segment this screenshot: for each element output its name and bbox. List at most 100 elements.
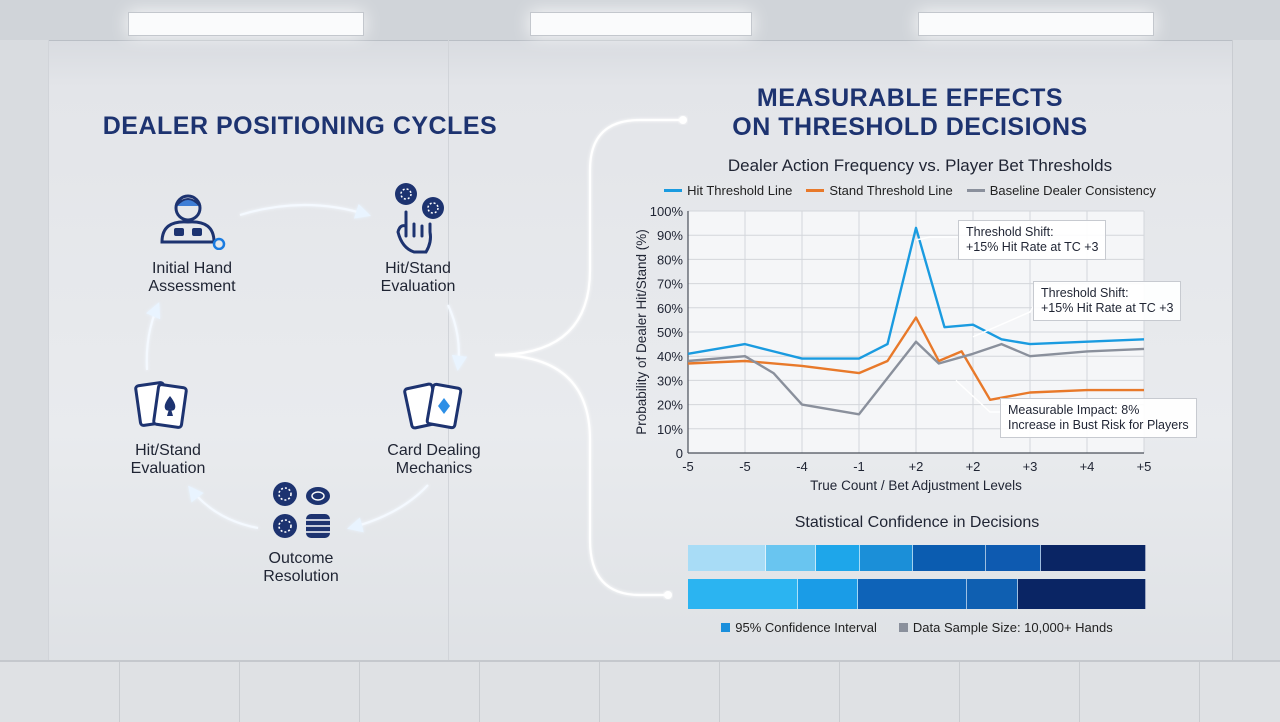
confidence-legend: 95% Confidence Interval Data Sample Size…	[688, 620, 1146, 635]
y-tick-label: 0	[676, 446, 683, 461]
node-label-line: Resolution	[263, 568, 339, 585]
cards-spade-icon	[132, 378, 194, 441]
confidence-bar-2	[688, 579, 1146, 609]
confidence-legend-item: Data Sample Size: 10,000+ Hands	[898, 620, 1113, 635]
confidence-segment	[816, 545, 861, 571]
dealer-icon	[158, 186, 228, 255]
node-label-line: Mechanics	[395, 460, 473, 477]
ceiling-light	[530, 12, 752, 36]
node-hit-stand-evaluation-left: Hit/Stand Evaluation	[88, 442, 248, 478]
playing-cards-icon	[402, 380, 466, 441]
node-label-line: Assessment	[148, 278, 236, 295]
node-label-line: Outcome	[268, 550, 334, 567]
annotation-leader	[955, 379, 1000, 413]
node-outcome-resolution: Outcome Resolution	[221, 550, 381, 586]
confidence-title: Statistical Confidence in Decisions	[794, 514, 1040, 531]
y-tick-label: 90%	[657, 228, 683, 243]
y-tick-label: 100%	[650, 204, 684, 219]
confidence-legend-label: Data Sample Size: 10,000+ Hands	[912, 620, 1113, 635]
annotation-threshold-shift-2: Threshold Shift: +15% Hit Rate at TC +3	[1033, 281, 1182, 321]
y-tick-label: 50%	[657, 325, 683, 340]
x-tick-label: -5	[739, 459, 751, 474]
legend-item-hit: Hit Threshold Line	[664, 183, 792, 198]
cycle-arrow	[347, 484, 429, 533]
annotation-leader	[972, 295, 1041, 338]
node-label-line: Hit/Stand	[385, 260, 451, 277]
legend-item-stand: Stand Threshold Line	[806, 183, 953, 198]
wall-panel	[0, 40, 49, 660]
cycle-arrow	[145, 302, 161, 371]
node-label-line: Evaluation	[380, 278, 456, 295]
x-tick-label: +3	[1023, 459, 1038, 474]
legend-swatch-hit	[664, 189, 683, 192]
confidence-segment	[860, 545, 913, 571]
x-axis-label: True Count / Bet Adjustment Levels	[810, 478, 1022, 493]
node-label-line: Hit/Stand	[135, 442, 201, 459]
ceiling-light	[128, 12, 364, 36]
legend-item-baseline: Baseline Dealer Consistency	[966, 183, 1156, 198]
floor	[0, 660, 1280, 722]
confidence-legend-swatch	[898, 623, 908, 632]
x-tick-label: -4	[796, 459, 808, 474]
confidence-legend-label: 95% Confidence Interval	[735, 620, 877, 635]
y-tick-label: 40%	[657, 349, 683, 364]
annotation-line: Threshold Shift:	[966, 225, 1054, 239]
cycle-arrow	[188, 485, 259, 530]
confidence-segment	[913, 545, 987, 571]
confidence-legend-swatch	[721, 623, 731, 632]
confidence-segment	[967, 579, 1019, 609]
annotation-line: +15% Hit Rate at TC +3	[966, 240, 1099, 254]
annotation-line: Increase in Bust Risk for Players	[1008, 418, 1189, 432]
confidence-bar-1	[688, 545, 1147, 571]
node-hit-stand-evaluation-top: Hit/Stand Evaluation	[338, 260, 498, 296]
node-initial-hand-assessment: Initial Hand Assessment	[112, 260, 272, 296]
chart-title: Dealer Action Frequency vs. Player Bet T…	[727, 156, 1113, 175]
cycle-arrow	[239, 203, 371, 219]
confidence-segment	[1018, 579, 1146, 609]
legend-label: Hit Threshold Line	[687, 183, 793, 198]
wall-panel	[1232, 40, 1280, 660]
x-tick-label: -1	[853, 459, 865, 474]
x-tick-label: +2	[966, 459, 981, 474]
legend-label: Stand Threshold Line	[829, 183, 953, 198]
confidence-segment	[1041, 545, 1147, 571]
y-tick-label: 70%	[657, 277, 683, 292]
panel-connector	[494, 118, 682, 597]
annotation-line: Threshold Shift:	[1041, 286, 1129, 300]
x-tick-label: -5	[682, 459, 694, 474]
y-tick-label: 30%	[657, 373, 683, 388]
effects-title: MEASURABLE EFFECTS ON THRESHOLD DECISION…	[690, 84, 1130, 142]
legend-label: Baseline Dealer Consistency	[989, 183, 1156, 198]
annotation-leader	[915, 236, 958, 241]
y-axis-label: Probability of Dealer Hit/Stand (%)	[634, 229, 649, 435]
annotation-line: Measurable Impact: 8%	[1008, 403, 1140, 417]
y-tick-label: 10%	[657, 422, 683, 437]
x-tick-label: +4	[1080, 459, 1095, 474]
confidence-segment	[765, 545, 817, 571]
node-label-line: Card Dealing	[387, 442, 481, 459]
node-card-dealing-mechanics: Card Dealing Mechanics	[354, 442, 514, 478]
y-tick-label: 20%	[657, 398, 683, 413]
node-label-line: Initial Hand	[151, 260, 233, 277]
confidence-segment	[688, 545, 766, 571]
confidence-segment	[688, 579, 798, 609]
series-line-stand	[687, 316, 1144, 401]
effects-title-line: ON THRESHOLD DECISIONS	[732, 113, 1088, 141]
x-tick-label: +2	[909, 459, 924, 474]
chip-stack-icon	[268, 480, 338, 547]
legend-swatch-baseline	[966, 189, 985, 192]
annotation-line: +15% Hit Rate at TC +3	[1041, 301, 1174, 315]
cycle-arrow	[447, 304, 468, 372]
glow-dot	[664, 591, 672, 599]
y-tick-label: 60%	[657, 301, 683, 316]
legend-swatch-stand	[806, 189, 825, 192]
annotation-threshold-shift-1: Threshold Shift: +15% Hit Rate at TC +3	[958, 220, 1107, 260]
y-tick-label: 80%	[657, 252, 683, 267]
confidence-segment	[986, 545, 1042, 571]
cycle-title: DEALER POSITIONING CYCLES	[102, 112, 498, 140]
confidence-legend-item: 95% Confidence Interval	[721, 620, 877, 635]
chart-legend: Hit Threshold Line Stand Threshold Line …	[660, 183, 1160, 198]
ceiling-light	[918, 12, 1154, 36]
x-tick-label: +5	[1137, 459, 1152, 474]
confidence-segment	[857, 579, 968, 609]
